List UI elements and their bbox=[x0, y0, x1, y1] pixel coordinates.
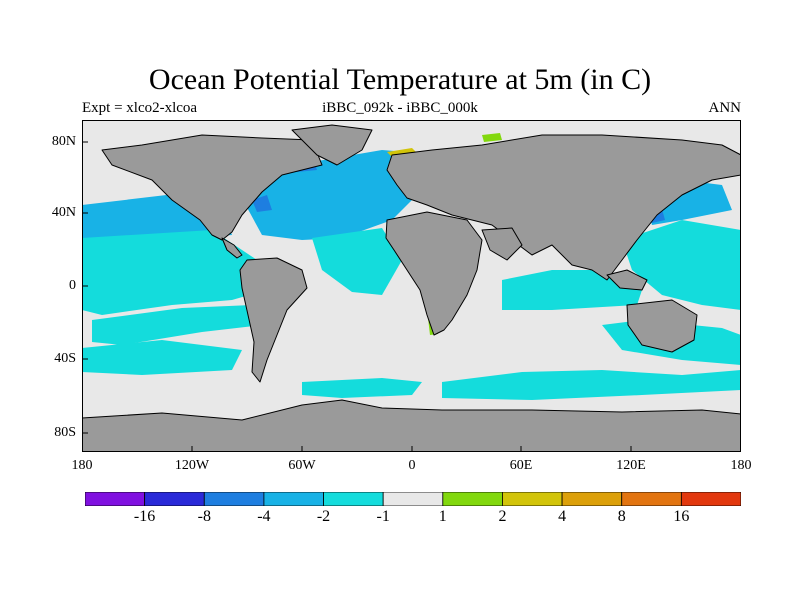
map-title: Ocean Potential Temperature at 5m (in C) bbox=[148, 63, 652, 96]
axis-ticks bbox=[82, 141, 632, 452]
lat-label-0: 0 bbox=[69, 278, 76, 293]
eurasia bbox=[386, 134, 741, 281]
colorbar-swatch bbox=[502, 492, 563, 506]
temperature-map bbox=[82, 120, 741, 452]
colorbar-swatch bbox=[203, 492, 265, 506]
australia bbox=[626, 299, 698, 353]
colorbar-swatch bbox=[144, 492, 205, 506]
colorbar-swatch bbox=[442, 492, 503, 506]
greenland bbox=[291, 124, 373, 166]
indochina-islands bbox=[606, 269, 648, 291]
lon-label-60e: 60E bbox=[509, 458, 533, 473]
colorbar-label: -8 bbox=[197, 508, 211, 525]
lon-label-0: 0 bbox=[408, 458, 416, 473]
north-atlantic-band bbox=[232, 160, 422, 240]
colorbar-swatch bbox=[263, 492, 324, 506]
colorbar-label: 4 bbox=[558, 508, 567, 525]
southern-indian-band bbox=[442, 370, 741, 400]
colorbar-label: 1 bbox=[438, 508, 447, 525]
colorbar-swatch bbox=[323, 492, 384, 506]
case-difference-label: iBBC_092k - iBBC_000k bbox=[322, 100, 478, 116]
colorbar bbox=[85, 492, 741, 506]
lon-label-60w: 60W bbox=[288, 458, 316, 473]
colorbar-swatch bbox=[382, 492, 444, 506]
lon-label-180e: 180 bbox=[730, 458, 752, 473]
west-pacific-band bbox=[622, 220, 741, 310]
lat-label-80n: 80N bbox=[51, 134, 76, 149]
lat-label-80s: 80S bbox=[54, 425, 76, 440]
colorbar-label: -1 bbox=[376, 508, 390, 525]
atlantic-tropical-band bbox=[312, 228, 402, 295]
gulf-stream-cooling bbox=[252, 195, 272, 212]
lat-label-40n: 40N bbox=[51, 205, 76, 220]
kara-warming bbox=[482, 133, 502, 142]
experiment-label: Expt = xlco2-xlcoa bbox=[82, 100, 198, 116]
south-pacific-band-b bbox=[82, 340, 242, 375]
lon-label-180w: 180 bbox=[71, 458, 93, 473]
colorbar-label: -16 bbox=[133, 508, 156, 525]
central-america bbox=[221, 237, 243, 259]
colorbar-swatch bbox=[85, 492, 146, 506]
arabia bbox=[481, 227, 523, 261]
colorbar-swatch bbox=[561, 492, 623, 506]
lon-label-120e: 120E bbox=[616, 458, 646, 473]
colorbar-label: 16 bbox=[673, 508, 690, 525]
north-america bbox=[101, 134, 323, 241]
antarctica bbox=[82, 399, 741, 452]
colorbar-label: -4 bbox=[257, 508, 271, 525]
colorbar-swatch bbox=[621, 492, 682, 506]
south-pacific-band-a bbox=[92, 305, 262, 345]
lat-label-40s: 40S bbox=[54, 351, 76, 366]
colorbar-swatch bbox=[680, 492, 741, 506]
south-america bbox=[239, 257, 308, 383]
lon-label-120w: 120W bbox=[174, 458, 210, 473]
colorbar-label: -2 bbox=[316, 508, 331, 525]
southern-atlantic-band bbox=[302, 378, 422, 398]
season-label: ANN bbox=[708, 100, 742, 116]
colorbar-label: 2 bbox=[498, 508, 507, 525]
africa bbox=[385, 211, 483, 336]
continents bbox=[82, 124, 741, 452]
colorbar-label: 8 bbox=[617, 508, 626, 525]
pacific-tropical-band bbox=[82, 230, 267, 315]
